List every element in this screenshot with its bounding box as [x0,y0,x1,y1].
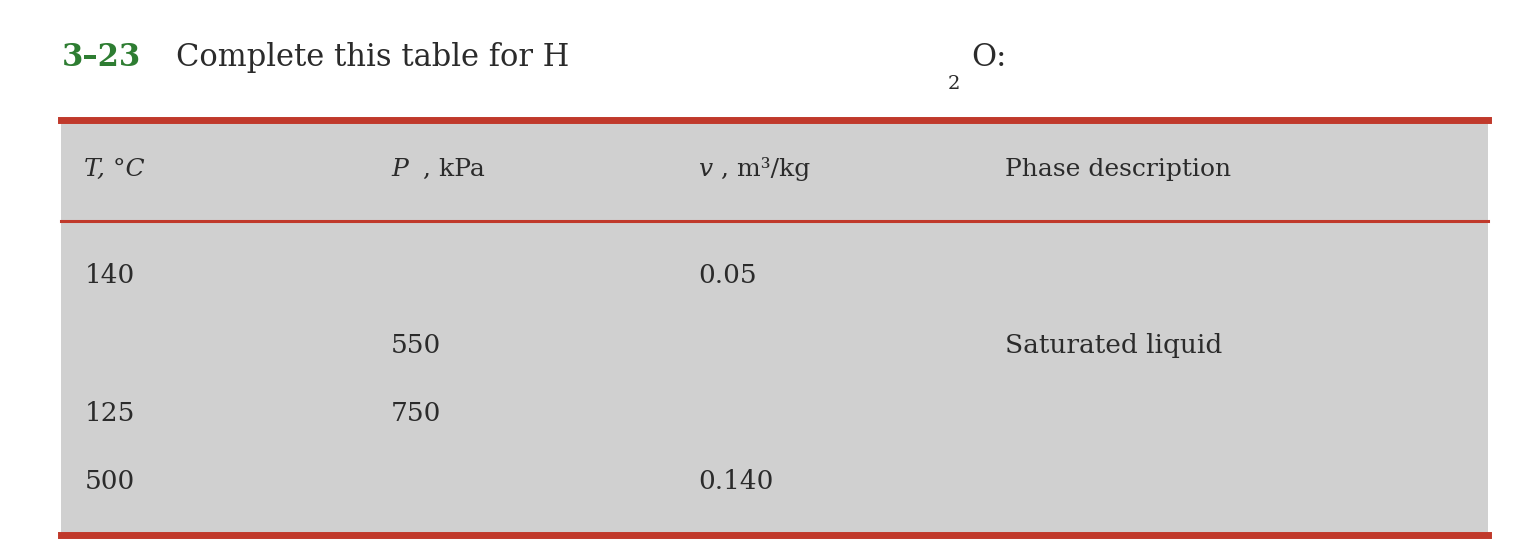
FancyBboxPatch shape [61,120,1488,535]
Text: Phase description: Phase description [1005,158,1230,181]
Text: , kPa: , kPa [423,158,485,181]
Text: T, °C: T, °C [84,158,146,181]
Text: 125: 125 [84,401,135,426]
Text: O:: O: [971,42,1006,73]
Text: Complete this table for H: Complete this table for H [176,42,569,73]
Text: P: P [391,158,408,181]
Text: 550: 550 [391,333,442,358]
Text: , m³/kg: , m³/kg [721,157,810,181]
Text: v: v [698,158,712,181]
Text: 500: 500 [84,469,135,494]
Text: 2: 2 [948,75,960,92]
Text: 3–23: 3–23 [61,42,141,73]
Text: 750: 750 [391,401,442,426]
Text: Saturated liquid: Saturated liquid [1005,333,1223,358]
Text: 140: 140 [84,263,135,288]
Text: 0.05: 0.05 [698,263,756,288]
Text: 0.140: 0.140 [698,469,773,494]
